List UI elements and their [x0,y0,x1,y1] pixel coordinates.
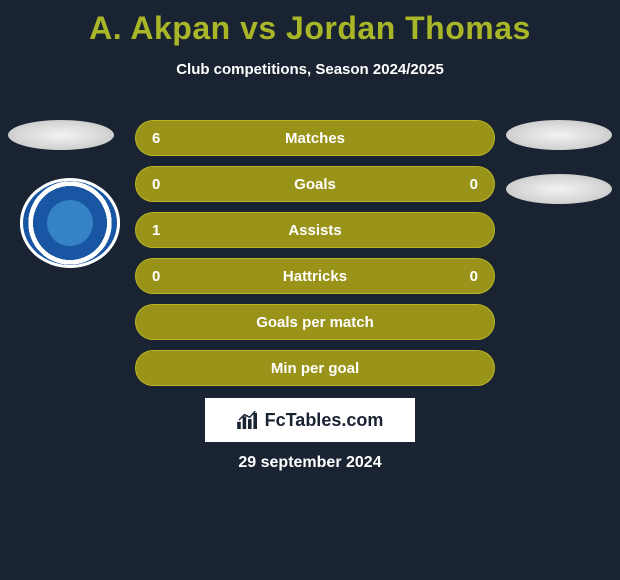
stat-value-left: 0 [152,268,160,285]
player-left-avatar-placeholder [8,120,114,150]
date-text: 29 september 2024 [0,454,620,472]
club-badge-left [20,178,120,268]
stat-label: Goals [294,176,336,193]
fctables-label: FcTables.com [265,410,384,431]
stat-row-hattricks: 0 Hattricks 0 [135,258,495,294]
fctables-badge[interactable]: FcTables.com [205,398,415,442]
stat-row-matches: 6 Matches [135,120,495,156]
stat-row-goals-per-match: Goals per match [135,304,495,340]
stat-label: Goals per match [256,314,374,331]
stat-label: Assists [288,222,341,239]
stat-label: Min per goal [271,360,359,377]
stat-label: Matches [285,130,345,147]
stat-row-assists: 1 Assists [135,212,495,248]
player-right-avatar-placeholder-1 [506,120,612,150]
stat-label: Hattricks [283,268,347,285]
player-right-avatar-placeholder-2 [506,174,612,204]
stat-value-left: 0 [152,176,160,193]
season-subtitle: Club competitions, Season 2024/2025 [0,61,620,78]
stat-value-left: 6 [152,130,160,147]
stat-value-right: 0 [470,268,478,285]
stat-value-left: 1 [152,222,160,239]
page-title: A. Akpan vs Jordan Thomas [0,0,620,47]
stats-container: 6 Matches 0 Goals 0 1 Assists 0 Hattrick… [135,120,495,396]
bar-chart-icon [237,411,259,429]
stat-value-right: 0 [470,176,478,193]
stat-row-goals: 0 Goals 0 [135,166,495,202]
stat-row-min-per-goal: Min per goal [135,350,495,386]
